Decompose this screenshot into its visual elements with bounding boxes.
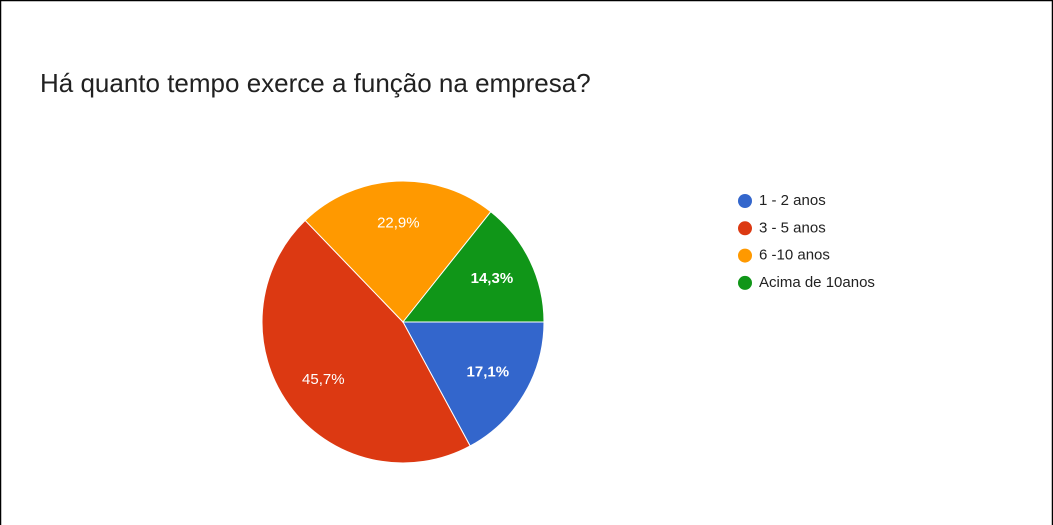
slice-label: 45,7% <box>302 371 345 388</box>
legend-swatch <box>738 248 752 263</box>
legend-swatch <box>738 221 752 236</box>
pie-slice <box>402 321 545 447</box>
pie-slice <box>304 180 492 323</box>
legend-label: 3 - 5 anos <box>759 219 826 236</box>
slice-label: 22,9% <box>377 214 420 231</box>
slice-label: 17,1% <box>467 363 510 380</box>
pie-slice <box>261 219 471 464</box>
pie-slice <box>401 210 545 323</box>
slice-label: 14,3% <box>471 270 514 287</box>
legend-label: 6 -10 anos <box>759 247 830 264</box>
legend-label: Acima de 10anos <box>759 274 875 291</box>
legend-swatch <box>738 194 752 208</box>
chart-title: Há quanto tempo exerce a função na empre… <box>40 68 591 98</box>
legend-label: 1 - 2 anos <box>759 192 826 209</box>
legend-swatch <box>738 275 752 290</box>
